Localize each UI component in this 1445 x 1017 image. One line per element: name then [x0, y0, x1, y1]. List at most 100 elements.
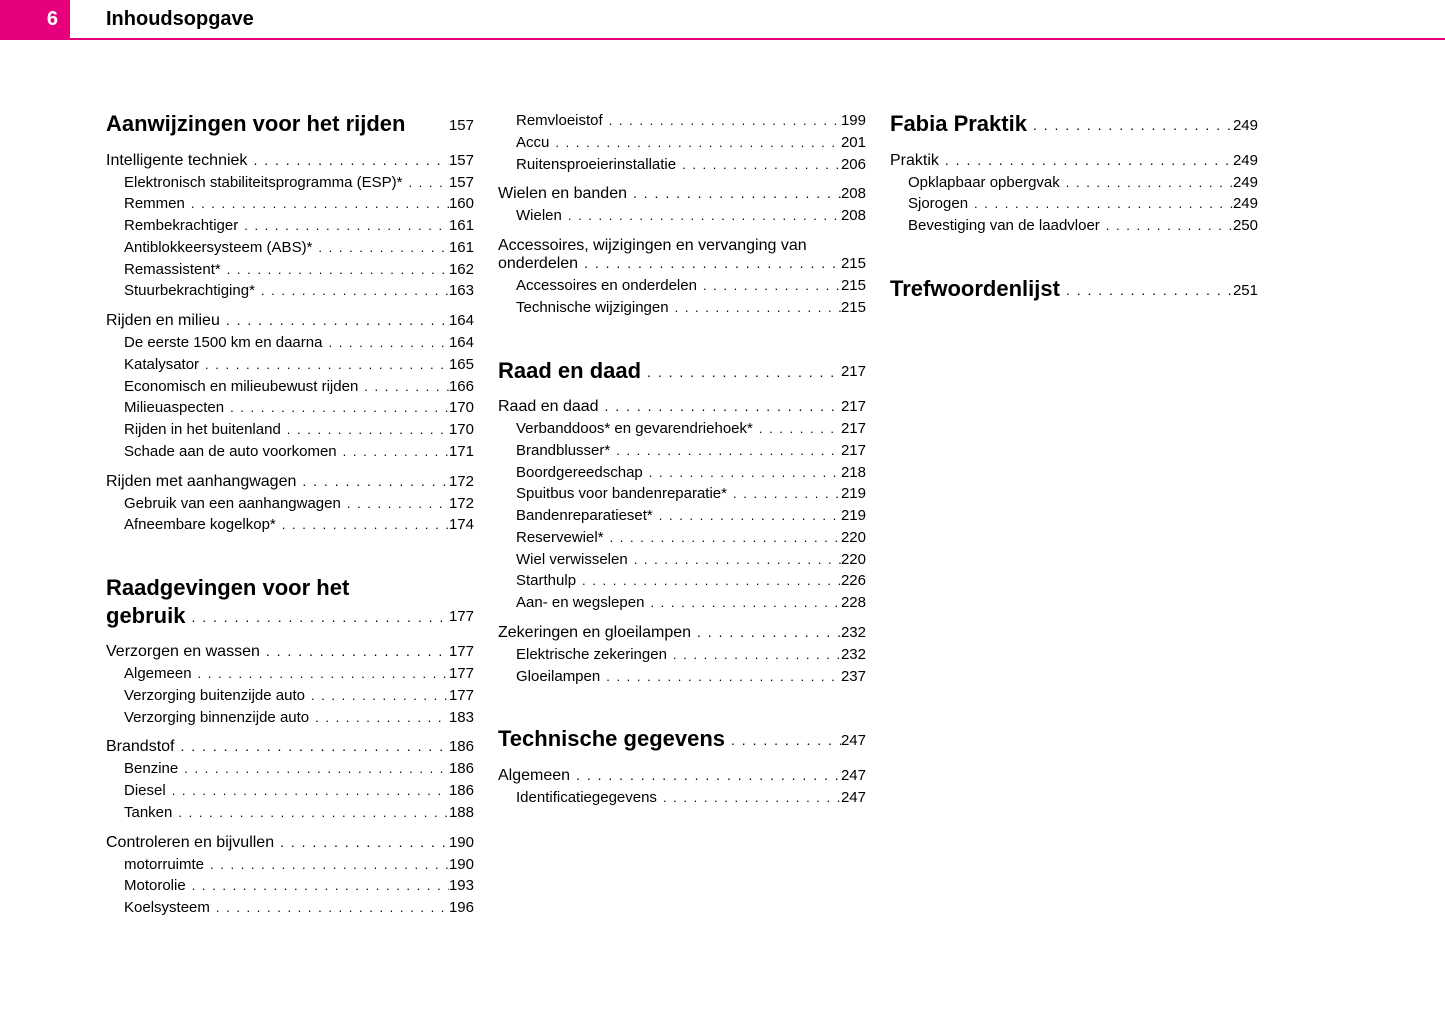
toc-page: 171 [449, 441, 474, 463]
toc-page: 201 [841, 132, 866, 154]
toc-page: 249 [1233, 193, 1258, 215]
toc-page: 218 [841, 462, 866, 484]
toc-dots: . . . . . . . . . . . . . . . . . . . . … [220, 312, 449, 328]
toc-section: Algemeen . . . . . . . . . . . . . . . .… [498, 767, 866, 785]
toc-section-label: Raad en daad [498, 398, 599, 416]
toc-subsection: Reservewiel* . . . . . . . . . . . . . .… [498, 527, 866, 549]
toc-dots: . . . . . . . . . . . . . . . . . . . . … [174, 738, 448, 754]
toc-section: Intelligente techniek . . . . . . . . . … [106, 152, 474, 170]
toc-sub-label: Accessoires en onderdelen [516, 275, 697, 297]
toc-chapter-label: Technische gegevens [498, 725, 725, 753]
toc-dots: . . . . . . . . . . . . . . . . . . . . … [186, 877, 449, 896]
toc-subsection: Brandblusser* . . . . . . . . . . . . . … [498, 440, 866, 462]
toc-page: 196 [449, 897, 474, 919]
page-title: Inhoudsopgave [106, 8, 254, 31]
toc-sub-label: Elektrische zekeringen [516, 644, 667, 666]
toc-page: 219 [841, 483, 866, 505]
toc-sub-label: Verbanddoos* en gevarendriehoek* [516, 418, 753, 440]
toc-dots: . . . . . . . . . . . . . . . . . . . . … [238, 217, 449, 236]
toc-subsection: Remassistent* . . . . . . . . . . . . . … [106, 259, 474, 281]
toc-subsection: Spuitbus voor bandenreparatie* . . . . .… [498, 483, 866, 505]
toc-sub-label: Gebruik van een aanhangwagen [124, 493, 341, 515]
toc-dots: . . . . . . . . . . . . . . . . . . . . … [753, 420, 841, 439]
toc-page: 183 [449, 707, 474, 729]
toc-page: 250 [1233, 215, 1258, 237]
toc-page: 165 [449, 354, 474, 376]
toc-sub-label: De eerste 1500 km en daarna [124, 332, 322, 354]
toc-dots: . . . . . . . . . . . . . . . . . . . . … [1060, 282, 1233, 303]
toc-subsection: Afneembare kogelkop* . . . . . . . . . .… [106, 514, 474, 536]
toc-sub-label: Ruitensproeierinstallatie [516, 154, 676, 176]
toc-subsection: Gloeilampen . . . . . . . . . . . . . . … [498, 666, 866, 688]
toc-subsection: Gebruik van een aanhangwagen . . . . . .… [106, 493, 474, 515]
toc-page: 220 [841, 549, 866, 571]
toc-sub-label: Afneembare kogelkop* [124, 514, 276, 536]
toc-dots: . . . . . . . . . . . . . . . . . . . . … [641, 364, 841, 385]
toc-sub-label: Boordgereedschap [516, 462, 643, 484]
toc-sub-label: Starthulp [516, 570, 576, 592]
toc-page: 249 [1233, 172, 1258, 194]
toc-page: 163 [449, 280, 474, 302]
toc-subsection: Rembekrachtiger . . . . . . . . . . . . … [106, 215, 474, 237]
toc-subsection: Diesel . . . . . . . . . . . . . . . . .… [106, 780, 474, 802]
toc-dots: . . . . . . . . . . . . . . . . . . . . … [199, 356, 449, 375]
toc-sub-label: motorruimte [124, 854, 204, 876]
toc-page: 177 [449, 608, 474, 629]
toc-subsection: Elektronisch stabiliteitsprogramma (ESP)… [106, 172, 474, 194]
toc-page: 217 [841, 418, 866, 440]
toc-chapter-label: Fabia Praktik [890, 110, 1027, 138]
toc-dots: . . . . . . . . . . . . . . . . . . . . … [221, 261, 449, 280]
toc-page: 219 [841, 505, 866, 527]
toc-subsection: Sjorogen . . . . . . . . . . . . . . . .… [890, 193, 1258, 215]
toc-section-label: Zekeringen en gloeilampen [498, 624, 691, 642]
toc-subsection: Wiel verwisselen . . . . . . . . . . . .… [498, 549, 866, 571]
toc-subsection: Schade aan de auto voorkomen . . . . . .… [106, 441, 474, 463]
toc-sub-label: Verzorging buitenzijde auto [124, 685, 305, 707]
toc-page: 186 [449, 738, 474, 755]
toc-page: 247 [841, 787, 866, 809]
toc-subsection: Elektrische zekeringen . . . . . . . . .… [498, 644, 866, 666]
toc-subsection: Milieuaspecten . . . . . . . . . . . . .… [106, 397, 474, 419]
toc-subsection: Accessoires en onderdelen . . . . . . . … [498, 275, 866, 297]
toc-dots: . . . . . . . . . . . . . . . . . . . . … [281, 421, 449, 440]
toc-dots: . . . . . . . . . . . . . . . . . . . . … [939, 152, 1233, 168]
toc-chapter: Aanwijzingen voor het rijden157 [106, 110, 474, 138]
toc-chapter-label: Aanwijzingen voor het rijden [106, 110, 405, 138]
toc-dots: . . . . . . . . . . . . . . . . . . . . … [627, 185, 841, 201]
toc-dots: . . . . . . . . . . . . . . . . . . . . … [968, 195, 1233, 214]
toc-page: 161 [449, 215, 474, 237]
toc-subsection: Starthulp . . . . . . . . . . . . . . . … [498, 570, 866, 592]
toc-sub-label: Rijden in het buitenland [124, 419, 281, 441]
toc-sub-label: Remassistent* [124, 259, 221, 281]
toc-column: Aanwijzingen voor het rijden157 Intellige… [106, 110, 474, 919]
toc-subsection: Boordgereedschap . . . . . . . . . . . .… [498, 462, 866, 484]
toc-subsection: Katalysator . . . . . . . . . . . . . . … [106, 354, 474, 376]
toc-sub-label: Milieuaspecten [124, 397, 224, 419]
toc-subsection: Bandenreparatieset* . . . . . . . . . . … [498, 505, 866, 527]
toc-subsection: Benzine . . . . . . . . . . . . . . . . … [106, 758, 474, 780]
toc-column: Remvloeistof . . . . . . . . . . . . . .… [498, 110, 866, 919]
toc-sub-label: Rembekrachtiger [124, 215, 238, 237]
toc-page: 160 [449, 193, 474, 215]
toc-dots: . . . . . . . . . . . . . . . . . . . . … [185, 609, 449, 630]
toc-chapter: Raadgevingen voor hetgebruik . . . . . .… [106, 574, 474, 629]
toc-subsection: Antiblokkeersysteem (ABS)* . . . . . . .… [106, 237, 474, 259]
toc-sub-label: Wiel verwisselen [516, 549, 628, 571]
toc-sub-label: Tanken [124, 802, 172, 824]
toc-sub-label: Antiblokkeersysteem (ABS)* [124, 237, 312, 259]
toc-page: 190 [449, 854, 474, 876]
toc-section: Rijden en milieu . . . . . . . . . . . .… [106, 312, 474, 330]
toc-section: Controleren en bijvullen . . . . . . . .… [106, 834, 474, 852]
toc-page: 206 [841, 154, 866, 176]
toc-page: 217 [841, 363, 866, 384]
toc-page: 166 [449, 376, 474, 398]
toc-page: 232 [841, 624, 866, 641]
toc-subsection: Algemeen . . . . . . . . . . . . . . . .… [106, 663, 474, 685]
toc-page: 177 [449, 643, 474, 660]
toc-dots: . . . . . . . . . . . . . . . . . . . . … [312, 239, 449, 258]
toc-page: 188 [449, 802, 474, 824]
toc-section-label: Controleren en bijvullen [106, 834, 274, 852]
toc-sub-label: Koelsysteem [124, 897, 210, 919]
toc-chapter-label: gebruik [106, 602, 185, 630]
toc-sub-label: Katalysator [124, 354, 199, 376]
